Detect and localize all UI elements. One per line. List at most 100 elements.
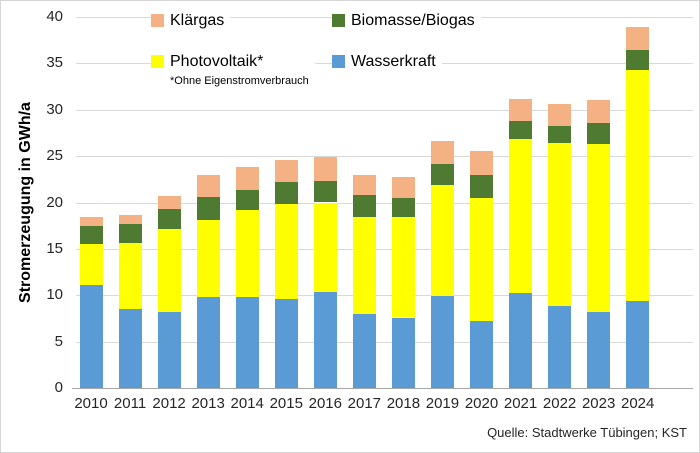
bar-segment-2017-Klärgas [352, 174, 376, 196]
bar-segment-2012-Photovoltaik* [157, 229, 181, 312]
bar-segment-2018-Wasserkraft [391, 317, 415, 388]
legend-label: Photovoltaik* [170, 53, 264, 70]
legend-swatch [151, 55, 164, 68]
y-tick-label: 5 [54, 332, 63, 350]
x-tick-label: 2018 [386, 395, 421, 412]
bar-segment-2016-Klärgas [313, 157, 337, 182]
legend-text: Klärgas [170, 11, 224, 30]
bar-segment-2015-Biomasse/Biogas [274, 182, 298, 205]
x-tick-label: 2019 [425, 395, 460, 412]
bar-segment-2021-Wasserkraft [509, 293, 533, 388]
y-tick-label: 40 [46, 8, 63, 25]
y-tick-label: 30 [46, 100, 63, 118]
legend-footnote: *Ohne Eigenstromverbrauch [170, 75, 309, 87]
bar-segment-2024-Biomasse/Biogas [626, 50, 650, 70]
gridline [76, 248, 693, 250]
bar-segment-2024-Klärgas [626, 27, 650, 51]
legend-swatch [332, 14, 345, 27]
x-tick-label: 2020 [464, 395, 499, 412]
x-tick-label: 2015 [269, 395, 303, 412]
bar-segment-2022-Wasserkraft [548, 306, 572, 388]
x-tick-label: 2021 [503, 395, 538, 412]
bar-segment-2023-Photovoltaik* [587, 144, 611, 312]
legend-text: Biomasse/Biogas [351, 11, 475, 30]
gridline [76, 156, 693, 158]
bar-segment-2017-Biomasse/Biogas [352, 195, 376, 218]
bar-segment-2016-Biomasse/Biogas [313, 181, 337, 203]
gridline [76, 109, 693, 111]
bar-segment-2010-Photovoltaik* [79, 244, 103, 286]
legend-item-wasserkraft: Wasserkraft [332, 52, 442, 91]
x-tick-label: 2012 [152, 395, 186, 412]
bar-segment-2013-Photovoltaik* [196, 220, 220, 298]
bar-segment-2024-Photovoltaik* [626, 69, 650, 301]
bar-segment-2016-Wasserkraft [313, 292, 337, 388]
bar-segment-2018-Biomasse/Biogas [391, 197, 415, 218]
legend-item-biomassebiogas: Biomasse/Biogas [332, 11, 481, 30]
bar-segment-2011-Wasserkraft [118, 309, 142, 388]
bar-segment-2018-Photovoltaik* [391, 217, 415, 318]
bar-segment-2020-Wasserkraft [470, 321, 493, 388]
bar-segment-2012-Biomasse/Biogas [157, 208, 181, 230]
bar-segment-2015-Klärgas [274, 159, 298, 183]
bar-segment-2023-Wasserkraft [587, 311, 611, 388]
x-tick-label: 2010 [74, 395, 108, 412]
bar-segment-2014-Klärgas [235, 167, 259, 191]
bar-segment-2019-Klärgas [430, 141, 454, 164]
bar-segment-2010-Klärgas [79, 217, 103, 226]
source-note: Quelle: Stadtwerke Tübingen; KST [487, 425, 687, 440]
bar-segment-2021-Photovoltaik* [509, 139, 533, 294]
legend-item-photovoltaik: Photovoltaik* *Ohne Eigenstromverbrauch [151, 52, 315, 91]
x-tick-label: 2014 [230, 395, 264, 412]
bar-segment-2018-Klärgas [391, 177, 415, 198]
bar-segment-2020-Photovoltaik* [470, 197, 493, 322]
bar-segment-2016-Photovoltaik* [313, 202, 337, 293]
bar-segment-2022-Biomasse/Biogas [548, 126, 572, 144]
bar-segment-2021-Biomasse/Biogas [509, 120, 533, 140]
legend: Klärgas Biomasse/Biogas Photovoltaik* *Ohne… [151, 11, 562, 91]
bar-segment-2017-Photovoltaik* [352, 217, 376, 314]
bar-segment-2013-Klärgas [196, 174, 220, 197]
bar-segment-2014-Biomasse/Biogas [235, 190, 259, 210]
gridline [76, 295, 693, 297]
x-tick-label: 2016 [308, 395, 342, 412]
legend-text: Photovoltaik* *Ohne Eigenstromverbrauch [170, 52, 309, 91]
legend-text: Wasserkraft [351, 52, 436, 71]
bar-segment-2019-Wasserkraft [430, 296, 454, 388]
bar-segment-2014-Photovoltaik* [235, 209, 259, 298]
bar-segment-2013-Biomasse/Biogas [196, 196, 220, 221]
legend-label: Klärgas [170, 12, 225, 29]
bar-segment-2011-Photovoltaik* [118, 243, 142, 310]
bar-segment-2019-Biomasse/Biogas [430, 163, 454, 185]
y-tick-label: 15 [46, 239, 63, 257]
bar-segment-2020-Klärgas [470, 151, 493, 175]
x-axis-line [72, 388, 693, 389]
x-tick-label: 2022 [542, 395, 577, 412]
y-tick-label: 25 [46, 147, 63, 165]
y-tick-label: 20 [46, 193, 63, 211]
bar-segment-2019-Photovoltaik* [430, 184, 454, 297]
legend-swatch [332, 55, 345, 68]
gridline [76, 341, 693, 343]
bar-segment-2022-Klärgas [548, 104, 572, 127]
y-tick-label: 10 [46, 286, 63, 304]
bar-segment-2023-Klärgas [587, 99, 611, 123]
legend-label: Biomasse/Biogas [351, 12, 475, 29]
bar-segment-2020-Biomasse/Biogas [470, 174, 493, 198]
bar-segment-2015-Photovoltaik* [274, 204, 298, 299]
bar-segment-2024-Wasserkraft [626, 300, 650, 388]
x-tick-label: 2011 [113, 395, 147, 412]
x-tick-label: 2013 [191, 395, 225, 412]
bar-segment-2010-Biomasse/Biogas [79, 225, 103, 245]
y-tick-label: 35 [46, 54, 63, 72]
bar-segment-2023-Biomasse/Biogas [587, 122, 611, 145]
bar-segment-2022-Photovoltaik* [548, 143, 572, 307]
x-tick-label: 2023 [581, 395, 616, 412]
bar-segment-2015-Wasserkraft [274, 298, 298, 388]
bar-segment-2017-Wasserkraft [352, 313, 376, 388]
bar-segment-2011-Biomasse/Biogas [118, 223, 142, 244]
legend-item-klrgas: Klärgas [151, 11, 231, 30]
x-tick-label: 2017 [347, 395, 382, 412]
legend-label: Wasserkraft [351, 53, 436, 70]
